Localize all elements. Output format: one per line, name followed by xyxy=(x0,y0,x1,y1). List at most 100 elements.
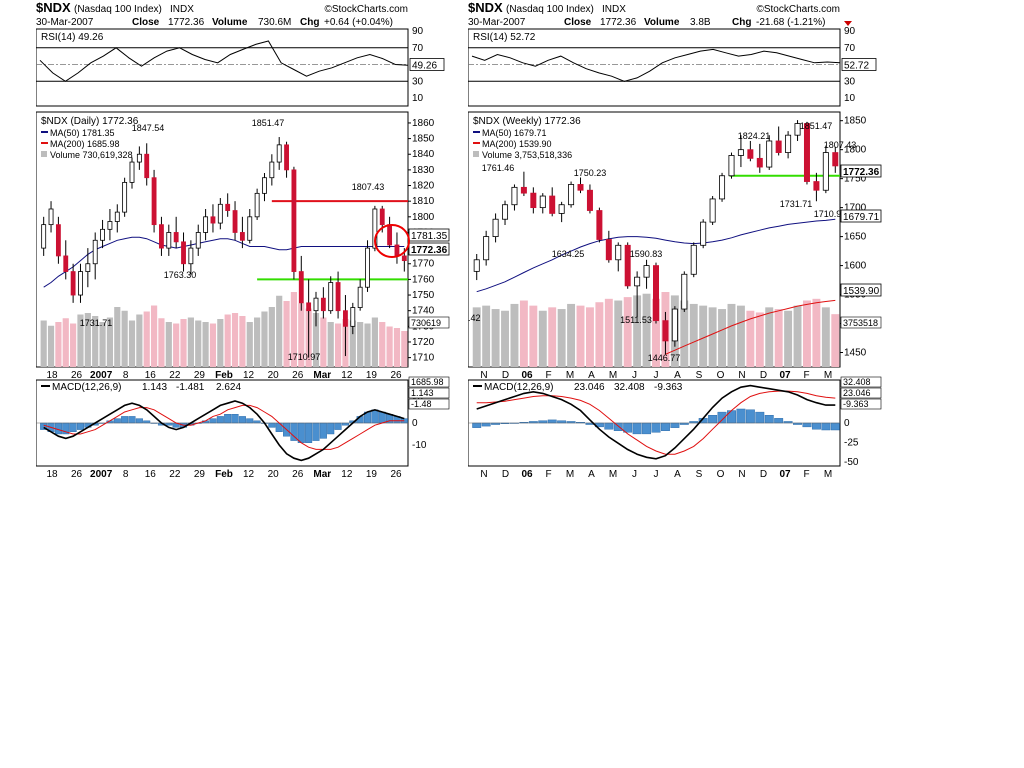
chart-exchange: INDX xyxy=(170,4,194,15)
candle xyxy=(577,184,584,191)
candle xyxy=(320,297,326,312)
macd-box-1 xyxy=(840,387,882,399)
price-annotation-3: 1590.83 xyxy=(630,249,663,259)
candle xyxy=(136,153,142,163)
macd-label: MACD(12,26,9) xyxy=(52,382,121,393)
price-box-text-1: 1772.36 xyxy=(411,245,448,256)
volume-bar xyxy=(386,326,393,367)
candle xyxy=(719,175,726,200)
ma50-line xyxy=(43,236,405,288)
rsi-line xyxy=(39,40,409,82)
volume-bar xyxy=(261,311,268,367)
x-label-8: J xyxy=(654,370,659,381)
candle xyxy=(803,123,810,182)
macd-hist-bar xyxy=(216,416,224,424)
x-label-0: 18 xyxy=(46,370,58,381)
macd-x-label-7: J xyxy=(632,469,637,480)
x-label-9: 20 xyxy=(268,370,280,381)
candle xyxy=(203,216,209,233)
macd-hist-bar xyxy=(246,418,254,424)
candle xyxy=(568,184,575,206)
price-title: $NDX (Daily) 1772.36 xyxy=(41,116,139,127)
macd-x-label-12: 12 xyxy=(341,469,353,480)
candle xyxy=(549,195,556,214)
price-tick-1: 1800 xyxy=(844,145,867,156)
candle xyxy=(217,203,223,224)
candle xyxy=(832,152,839,167)
price-volume-label: Volume 3,753,518,336 xyxy=(482,150,572,160)
volume-bar xyxy=(689,303,698,367)
volume-bar xyxy=(727,303,736,367)
volume-bar xyxy=(246,322,253,367)
macd-hist-bar xyxy=(651,422,661,433)
macd-x-label-14: 07 xyxy=(779,469,791,480)
candle xyxy=(596,210,603,240)
volume-bar xyxy=(529,305,538,367)
macd-line xyxy=(43,400,405,462)
x-label-10: S xyxy=(696,370,703,381)
macd-hist-bar xyxy=(121,416,129,424)
x-label-7: Feb xyxy=(215,370,233,381)
macd-hist-bar xyxy=(312,422,320,441)
x-label-12: 12 xyxy=(341,370,353,381)
candle xyxy=(813,181,820,191)
rsi-tick-3: 30 xyxy=(412,76,424,87)
volume-bar xyxy=(187,317,194,367)
volume-bar xyxy=(357,322,364,367)
candle xyxy=(530,192,537,209)
x-label-11: O xyxy=(717,370,725,381)
volume-bar xyxy=(633,295,642,367)
macd-x-label-3: 8 xyxy=(123,469,129,480)
price-tick-9: 1770 xyxy=(412,259,435,270)
candle xyxy=(151,177,157,226)
x-label-2: 06 xyxy=(521,370,533,381)
volume-bar xyxy=(557,309,566,367)
x-label-15: F xyxy=(803,370,809,381)
macd-x-label-2: 2007 xyxy=(90,469,113,480)
macd-value-3: 2.624 xyxy=(216,382,241,393)
price-box-0 xyxy=(408,228,450,242)
volume-box xyxy=(840,316,882,329)
candle xyxy=(41,224,47,249)
macd-value-1: 23.046 xyxy=(574,382,605,393)
price-annotation-0: 1761.46 xyxy=(482,163,515,173)
price-annotation-8: 1807.43 xyxy=(824,140,857,150)
chart-svg: $NDX (Nasdaq 100 Index) INDX ©StockCharts.c… xyxy=(36,0,450,480)
candle xyxy=(276,144,282,163)
volume-bar xyxy=(718,309,727,367)
ma200-label: MA(200) 1685.98 xyxy=(50,139,120,149)
volume-bar xyxy=(765,307,774,367)
volume-bar xyxy=(680,300,689,367)
highlight-circle xyxy=(374,224,410,258)
volume-bar xyxy=(393,328,401,367)
macd-hist-bar xyxy=(113,418,121,424)
candle xyxy=(350,307,356,327)
x-label-1: 26 xyxy=(71,370,83,381)
volume-bar xyxy=(114,307,121,367)
volume-bar xyxy=(136,314,143,367)
volume-bar xyxy=(604,298,613,367)
volume-label: Volume xyxy=(212,17,248,28)
macd-label: MACD(12,26,9) xyxy=(484,382,553,393)
volume-bar xyxy=(746,310,755,367)
price-tick-0: 1860 xyxy=(412,118,435,129)
price-tick-2: 1840 xyxy=(412,149,435,160)
candle xyxy=(306,302,312,312)
macd-hist-bar xyxy=(755,411,765,424)
x-label-9: A xyxy=(674,370,681,381)
candle xyxy=(343,310,348,327)
price-tick-8: 1450 xyxy=(844,348,867,359)
chart-exchange: INDX xyxy=(602,4,626,15)
price-annotation-3: 1763.30 xyxy=(164,270,197,280)
candle xyxy=(92,239,98,265)
candle xyxy=(634,276,641,287)
x-label-3: F xyxy=(545,370,551,381)
volume-bar xyxy=(642,293,651,367)
volume-bar xyxy=(803,300,811,367)
volume-bar xyxy=(202,322,209,367)
candle xyxy=(78,271,83,296)
price-tick-3: 1830 xyxy=(412,165,435,176)
volume-bar xyxy=(567,303,576,367)
macd-x-label-3: F xyxy=(545,469,551,480)
volume-bar xyxy=(501,310,509,367)
